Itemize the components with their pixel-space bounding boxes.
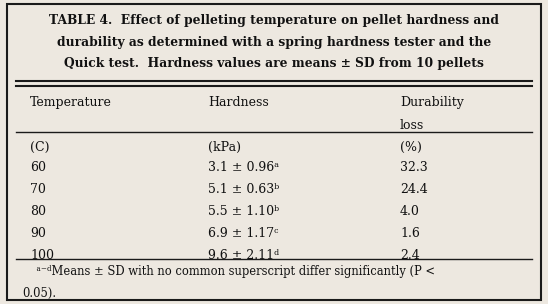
Text: 3.1 ± 0.96ᵃ: 3.1 ± 0.96ᵃ — [208, 161, 279, 174]
Text: 100: 100 — [30, 249, 54, 262]
Text: loss: loss — [400, 119, 424, 132]
Text: 60: 60 — [30, 161, 46, 174]
Text: durability as determined with a spring hardness tester and the: durability as determined with a spring h… — [57, 36, 491, 49]
Text: 5.5 ± 1.10ᵇ: 5.5 ± 1.10ᵇ — [208, 205, 279, 218]
Text: 2.4: 2.4 — [400, 249, 420, 262]
Text: 1.6: 1.6 — [400, 227, 420, 240]
Text: Durability: Durability — [400, 96, 464, 109]
Text: (%): (%) — [400, 141, 422, 154]
Text: TABLE 4.  Effect of pelleting temperature on pellet hardness and: TABLE 4. Effect of pelleting temperature… — [49, 14, 499, 27]
Text: (C): (C) — [30, 141, 50, 154]
Text: 0.05).: 0.05). — [22, 287, 56, 300]
Text: 70: 70 — [30, 183, 46, 196]
Text: 24.4: 24.4 — [400, 183, 428, 196]
Text: 4.0: 4.0 — [400, 205, 420, 218]
Text: 90: 90 — [30, 227, 46, 240]
Text: (kPa): (kPa) — [208, 141, 241, 154]
Text: 80: 80 — [30, 205, 46, 218]
Text: Hardness: Hardness — [208, 96, 269, 109]
Text: 32.3: 32.3 — [400, 161, 428, 174]
Text: 5.1 ± 0.63ᵇ: 5.1 ± 0.63ᵇ — [208, 183, 279, 196]
Text: Quick test.  Hardness values are means ± SD from 10 pellets: Quick test. Hardness values are means ± … — [64, 57, 484, 71]
Text: Temperature: Temperature — [30, 96, 112, 109]
Text: 6.9 ± 1.17ᶜ: 6.9 ± 1.17ᶜ — [208, 227, 279, 240]
Text: 9.6 ± 2.11ᵈ: 9.6 ± 2.11ᵈ — [208, 249, 279, 262]
Text: ᵃ⁻ᵈMeans ± SD with no common superscript differ significantly (P <: ᵃ⁻ᵈMeans ± SD with no common superscript… — [22, 265, 435, 278]
